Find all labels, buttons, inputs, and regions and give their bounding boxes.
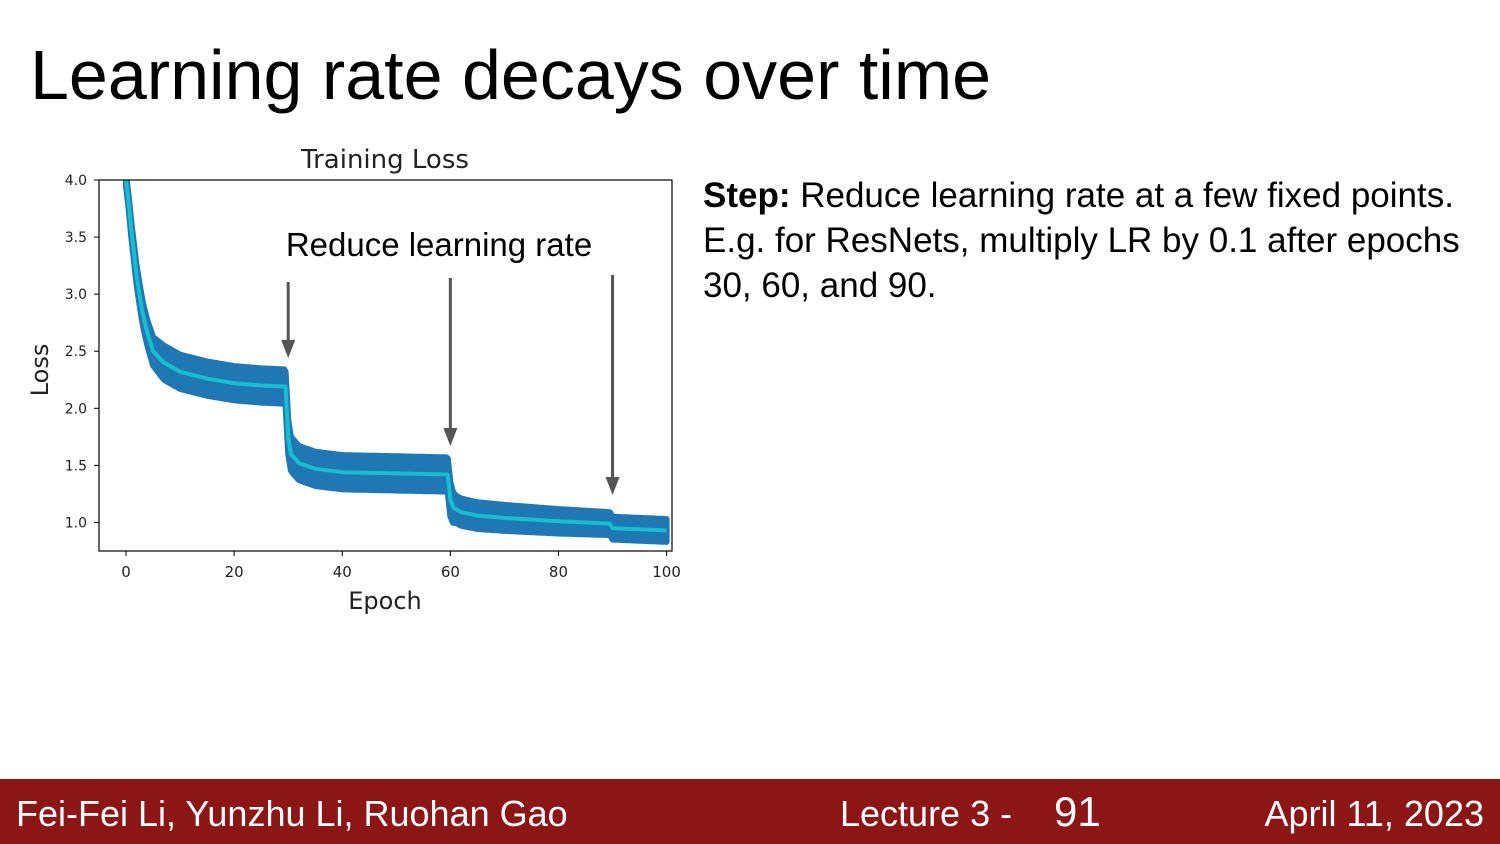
y-tick-label: 3.5 <box>65 230 87 246</box>
axis-ticks: 0 20 40 60 80 100 1.0 1.5 2.0 2.5 3.0 3.5 4.0 <box>65 173 681 581</box>
x-tick-label: 20 <box>225 563 244 581</box>
chart-title: Training Loss <box>300 145 469 175</box>
training-loss-chart: Training Loss 0 20 40 60 80 100 1.0 1.5 2.0 2.5 3.… <box>26 145 681 615</box>
y-tick-label: 1.0 <box>65 515 87 531</box>
footer-date: April 11, 2023 <box>1264 793 1484 834</box>
x-tick-label: 40 <box>333 563 352 581</box>
y-tick-label: 3.0 <box>65 287 87 303</box>
y-tick-label: 4.0 <box>65 173 87 189</box>
slide-title: Learning rate decays over time <box>30 36 992 114</box>
description-bold: Step: <box>703 176 791 215</box>
annotation-arrow-head <box>443 427 458 446</box>
x-axis-label: Epoch <box>348 587 422 615</box>
y-tick-label: 2.5 <box>65 344 87 360</box>
slide-description: Step: Reduce learning rate at a few fixe… <box>703 173 1463 308</box>
noisy-loss-band <box>123 180 670 545</box>
x-tick-label: 0 <box>121 563 131 581</box>
annotation-arrow-head <box>605 477 620 496</box>
x-tick-label: 80 <box>549 563 568 581</box>
description-text: Reduce learning rate at a few fixed poin… <box>703 176 1460 305</box>
annotation-arrow-head <box>281 340 296 359</box>
footer-page-number: 91 <box>1054 788 1101 835</box>
smoothed-loss-line <box>124 180 667 533</box>
annotation-text: Reduce learning rate <box>286 226 592 263</box>
x-tick-label: 100 <box>652 563 681 581</box>
y-axis-label: Loss <box>26 344 54 397</box>
x-tick-label: 60 <box>441 563 460 581</box>
footer-lecture: Lecture 3 - <box>840 793 1013 834</box>
plot-area <box>123 180 670 545</box>
footer-bar: Fei-Fei Li, Yunzhu Li, Ruohan Gao Lectur… <box>0 779 1500 844</box>
footer-authors: Fei-Fei Li, Yunzhu Li, Ruohan Gao <box>16 793 568 834</box>
annotation-arrows <box>281 275 620 496</box>
plot-frame <box>98 179 673 552</box>
y-tick-label: 2.0 <box>65 401 87 417</box>
y-tick-label: 1.5 <box>65 458 87 474</box>
